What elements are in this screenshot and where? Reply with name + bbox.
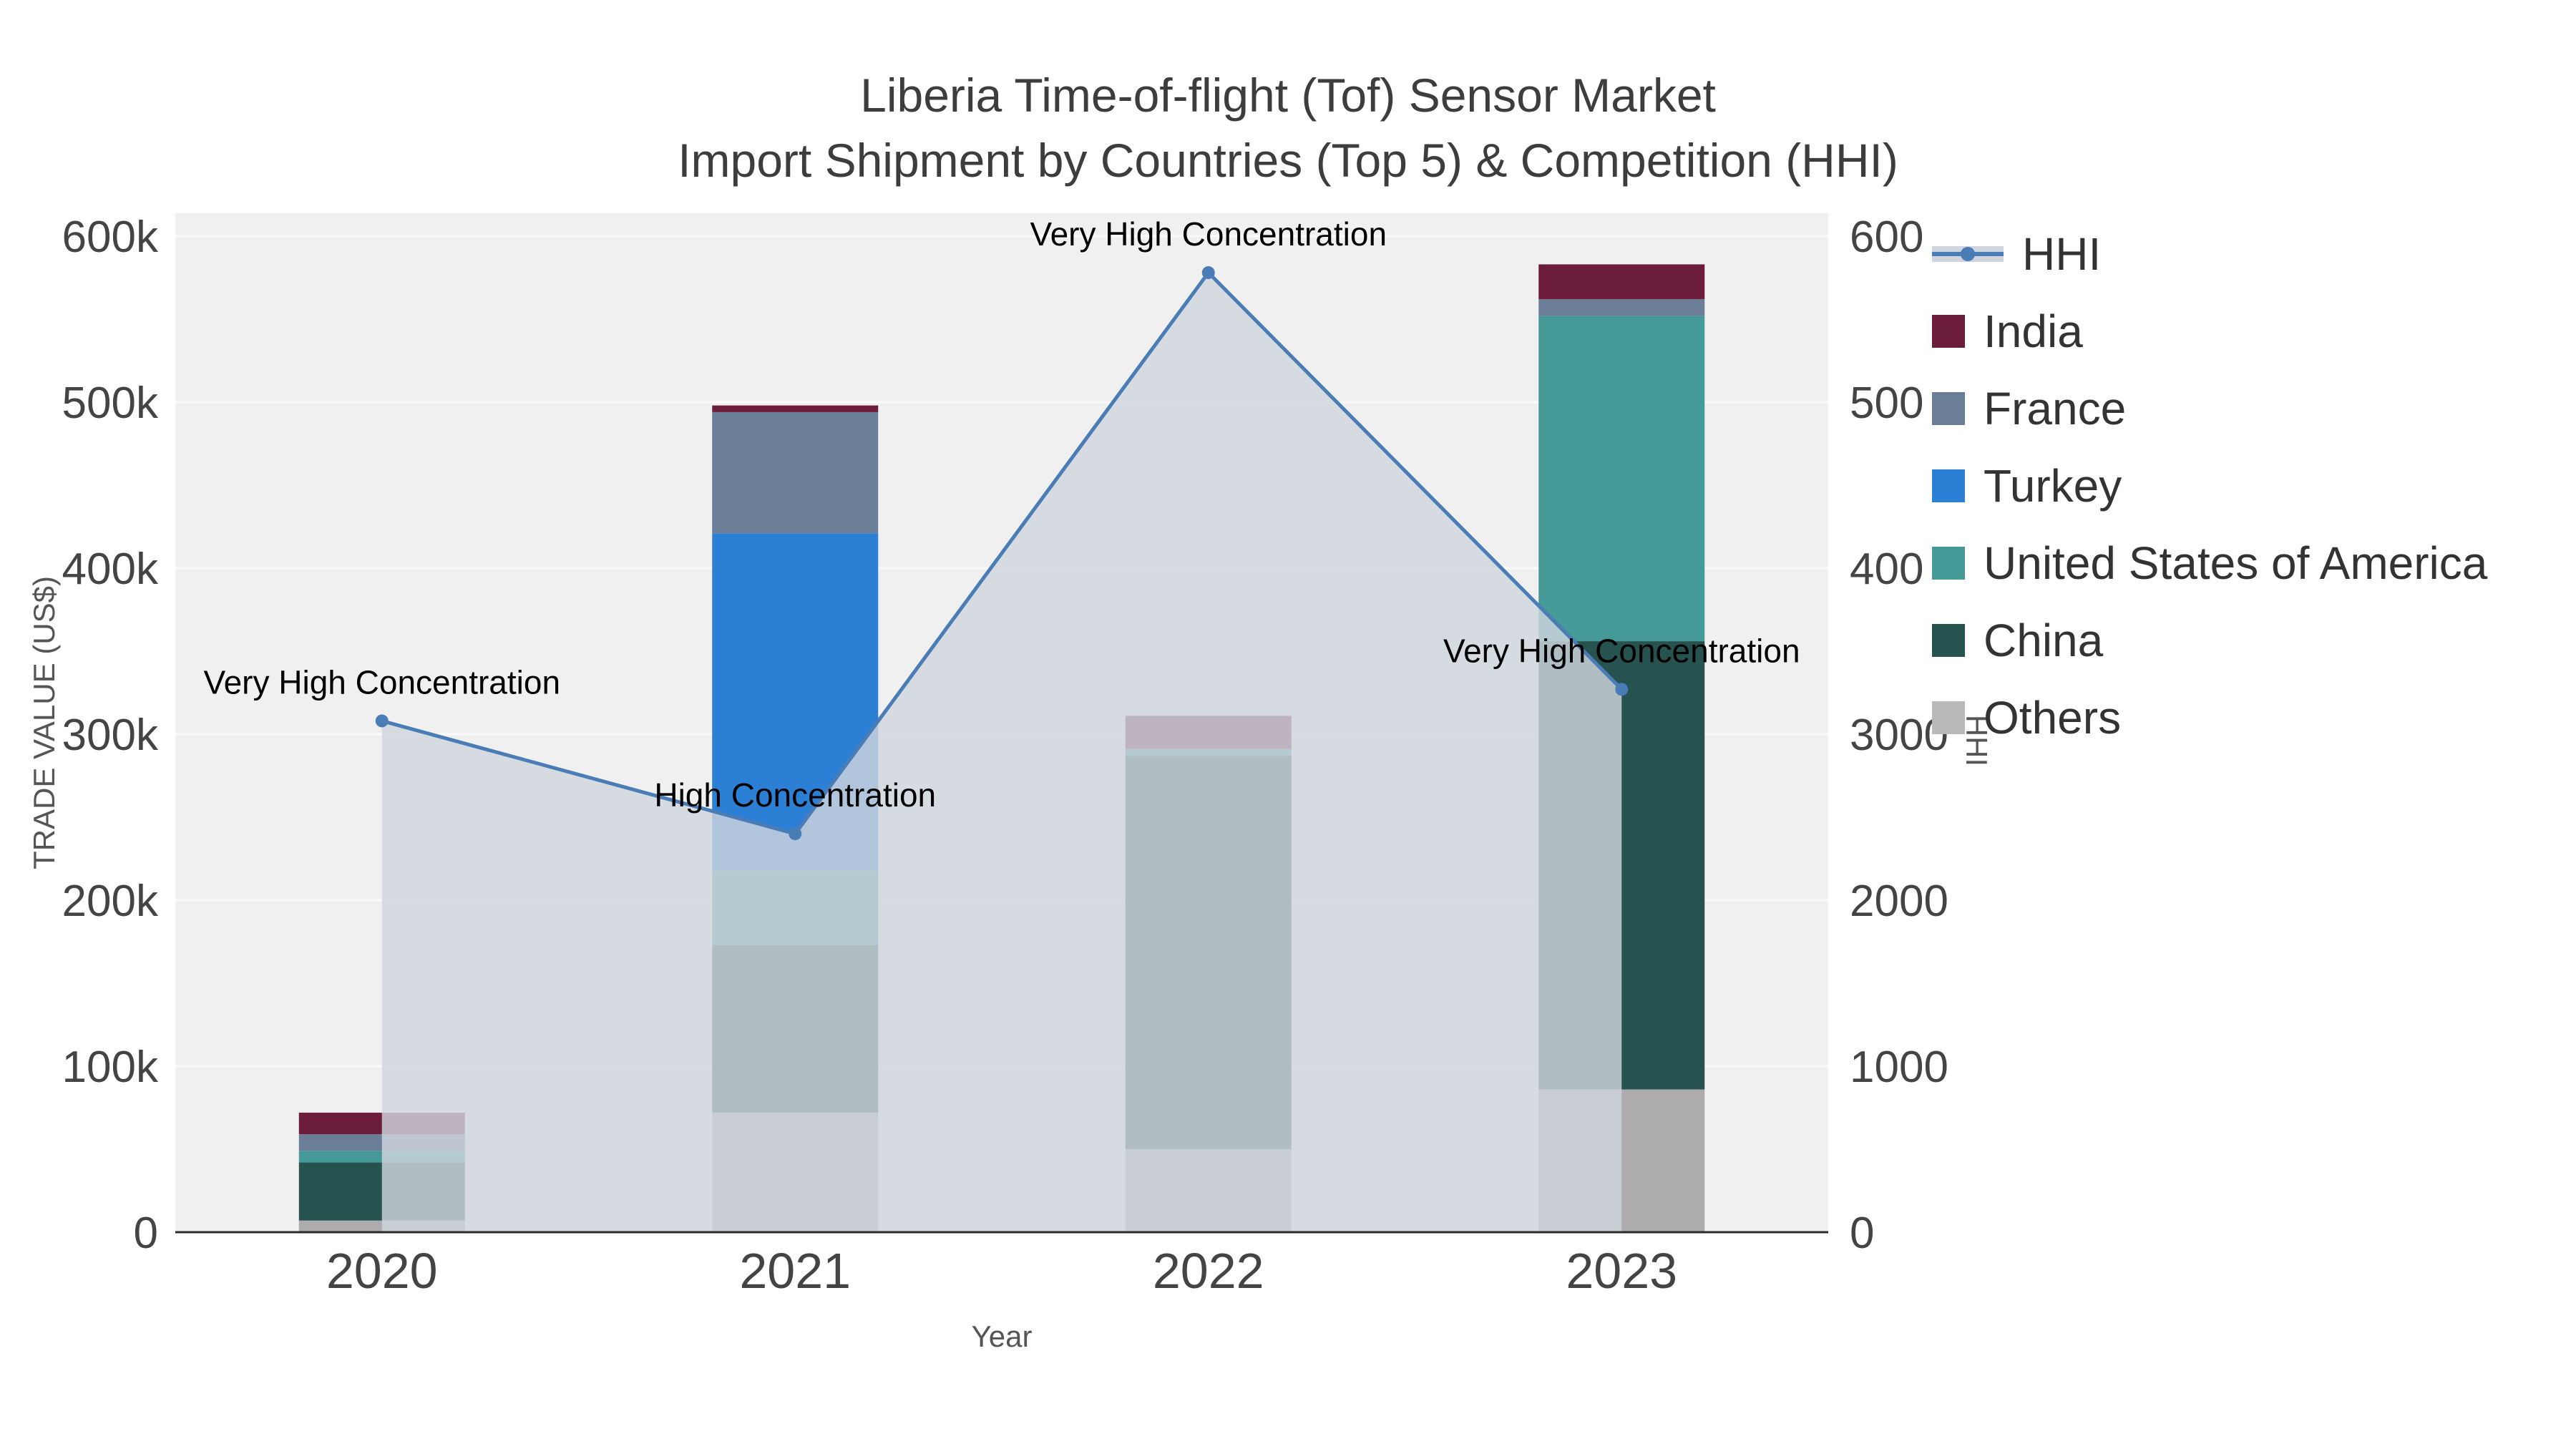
y-right-tick-2000: 2000 — [1850, 877, 1948, 926]
india-swatch-icon — [1932, 315, 1965, 348]
legend-label: Others — [1984, 692, 2122, 743]
y-left-tick-600k: 600k — [62, 213, 159, 262]
hhi-marker-2023[interactable] — [1615, 683, 1629, 696]
x-axis-label: Year — [971, 1319, 1033, 1353]
y-axis-label-left: TRADE VALUE (US$) — [27, 576, 61, 869]
x-tick-2023: 2023 — [1566, 1243, 1677, 1299]
annotation-2023: Very High Concentration — [1443, 632, 1800, 669]
bar-segment-2021-india[interactable] — [712, 405, 879, 412]
china-swatch-icon — [1932, 624, 1965, 657]
legend-item-turkey[interactable]: Turkey — [1932, 459, 2487, 512]
chart-title-line1: Liberia Time-of-flight (Tof) Sensor Mark… — [860, 69, 1716, 122]
legend-item-france[interactable]: France — [1932, 382, 2487, 435]
legend-label: France — [1984, 383, 2127, 434]
legend-label: India — [1984, 306, 2083, 357]
legend-label: United States of America — [1984, 537, 2488, 589]
legend-label: Turkey — [1984, 460, 2122, 512]
y-right-tick-600: 600 — [1850, 213, 1923, 262]
france-swatch-icon — [1932, 392, 1965, 425]
bar-segment-2021-france[interactable] — [712, 411, 879, 534]
legend-label: HHI — [2022, 228, 2102, 280]
legend-item-usa[interactable]: United States of America — [1932, 537, 2487, 590]
y-left-tick-100k: 100k — [62, 1043, 159, 1092]
x-tick-2021: 2021 — [739, 1243, 851, 1299]
legend-label: China — [1984, 615, 2104, 666]
y-left-tick-400k: 400k — [62, 545, 159, 594]
annotation-2021: High Concentration — [654, 776, 936, 814]
annotation-2020: Very High Concentration — [203, 663, 560, 701]
chart-title: Liberia Time-of-flight (Tof) Sensor Mark… — [0, 63, 2576, 193]
legend-item-china[interactable]: China — [1932, 614, 2487, 667]
annotation-2022: Very High Concentration — [1030, 215, 1387, 253]
hhi-marker-2020[interactable] — [375, 714, 389, 728]
bar-segment-2023-india[interactable] — [1538, 264, 1705, 300]
hhi-marker-2021[interactable] — [789, 827, 802, 841]
y-right-tick-1000: 1000 — [1850, 1043, 1948, 1092]
hhi-line-icon — [1932, 246, 2004, 262]
legend: HHI India France Turkey United States of Ame… — [1932, 228, 2487, 744]
y-right-tick-0: 0 — [1850, 1209, 1874, 1258]
y-left-tick-500k: 500k — [62, 379, 159, 428]
usa-swatch-icon — [1932, 547, 1965, 580]
others-swatch-icon — [1932, 701, 1965, 734]
legend-item-hhi[interactable]: HHI — [1932, 228, 2487, 280]
bar-segment-2023-france[interactable] — [1538, 299, 1705, 316]
hhi-line — [381, 270, 1624, 836]
y-left-tick-0: 0 — [134, 1209, 158, 1258]
y-right-tick-3000: 3000 — [1850, 711, 1948, 760]
bar-segment-2023-united-states-of-america[interactable] — [1538, 316, 1705, 642]
hhi-marker-2022[interactable] — [1201, 266, 1215, 280]
y-right-tick-400: 400 — [1850, 545, 1923, 594]
y-right-tick-500: 500 — [1850, 379, 1923, 428]
hhi-area — [381, 273, 1622, 1232]
legend-item-india[interactable]: India — [1932, 305, 2487, 358]
x-tick-2022: 2022 — [1153, 1243, 1264, 1299]
legend-item-others[interactable]: Others — [1932, 691, 2487, 744]
y-left-tick-300k: 300k — [62, 711, 159, 760]
turkey-swatch-icon — [1932, 469, 1965, 502]
chart-title-line2: Import Shipment by Countries (Top 5) & C… — [678, 134, 1898, 187]
x-tick-2020: 2020 — [326, 1243, 438, 1299]
y-left-tick-200k: 200k — [62, 877, 159, 926]
